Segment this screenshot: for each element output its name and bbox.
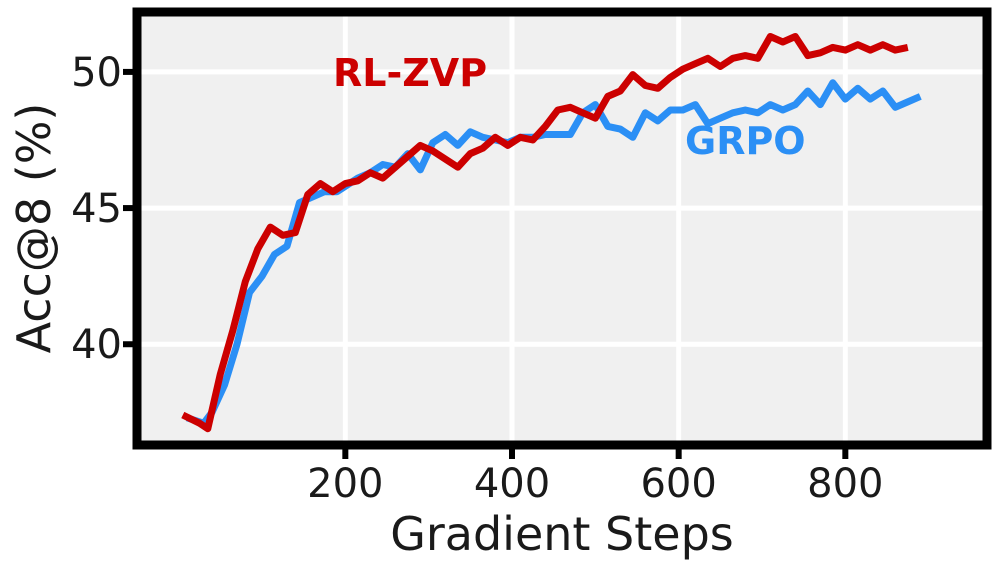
x-tick-label: 600 [640, 461, 716, 507]
y-tick-label: 40 [71, 322, 122, 368]
series-label-rl-zvp: RL-ZVP [333, 51, 487, 95]
y-tick-label: 45 [71, 186, 122, 232]
plot-frame [132, 7, 992, 450]
series-line-rl-zvp [181, 33, 909, 433]
series-label-grpo: GRPO [685, 119, 806, 163]
axis-ticks: 200 400 600 800 40 45 50 [71, 50, 883, 507]
series-layer [181, 33, 922, 433]
y-axis-title: Acc@8 (%) [7, 103, 61, 354]
x-axis-title: Gradient Steps [390, 507, 734, 561]
x-tick-label: 800 [807, 461, 883, 507]
x-tick-label: 200 [307, 461, 383, 507]
grid-lines [137, 12, 987, 445]
y-tick-label: 50 [71, 50, 122, 96]
plot-background [137, 12, 987, 445]
series-labels: GRPO RL-ZVP [333, 51, 806, 163]
x-tick-label: 400 [474, 461, 550, 507]
